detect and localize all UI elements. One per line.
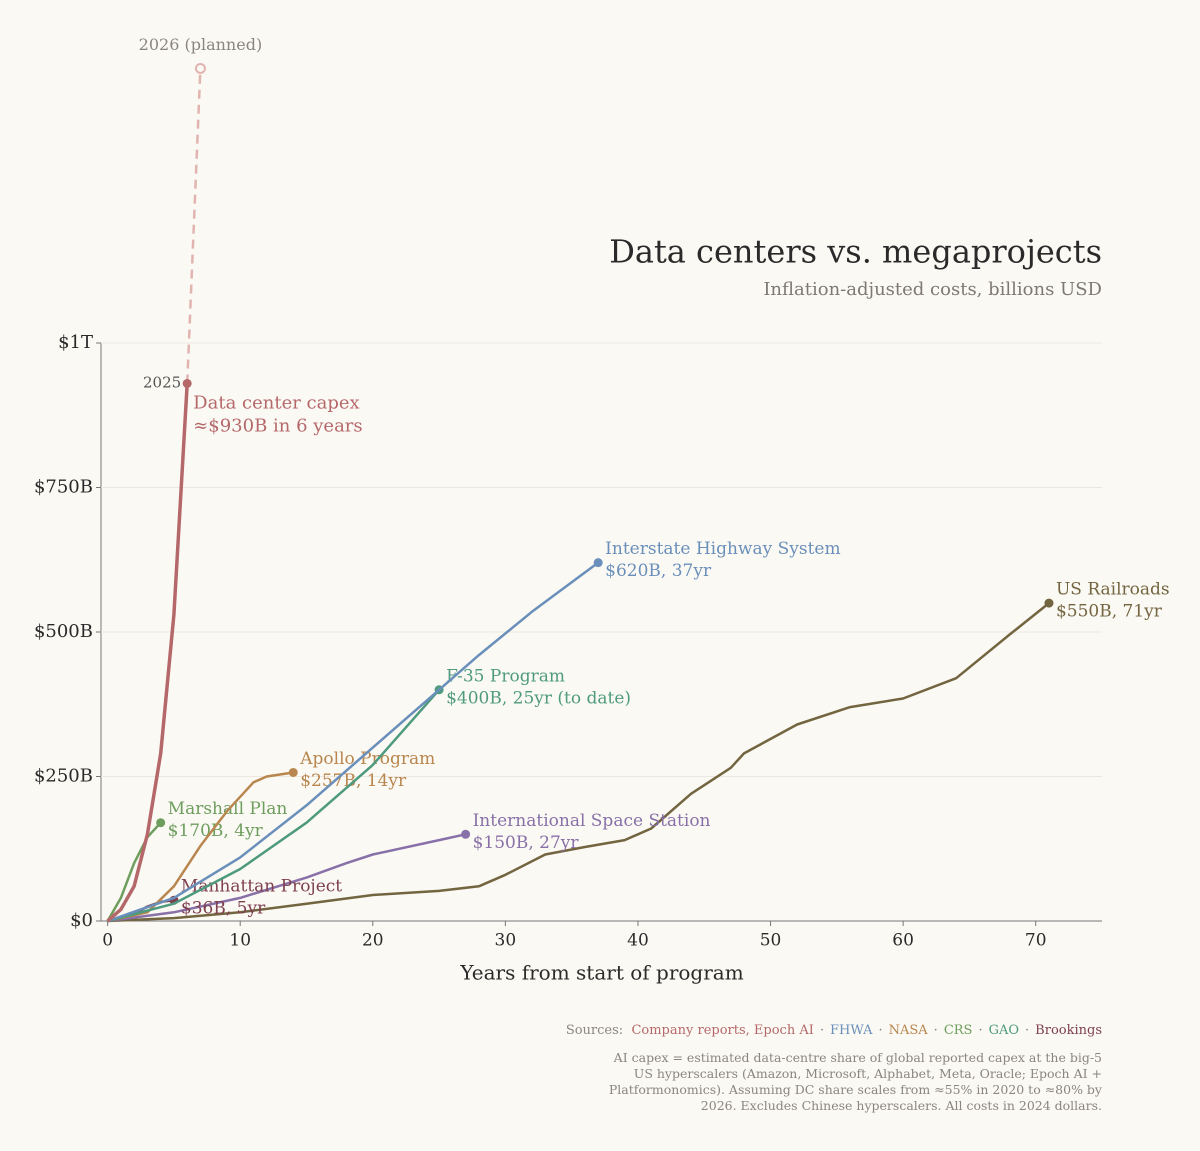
series-line <box>107 833 466 923</box>
series-label: Data center capex <box>193 392 360 413</box>
series-value-label: $170B, 4yr <box>168 821 264 841</box>
x-axis-label: Years from start of program <box>459 961 743 985</box>
series-line <box>106 383 189 923</box>
footnote: AI capex = estimated data-centre share o… <box>609 1050 1102 1114</box>
x-tick-label: 40 <box>627 931 649 951</box>
source: CRS <box>943 1023 973 1038</box>
chart-subtitle: Inflation-adjusted costs, billions USD <box>763 279 1102 300</box>
x-tick-label: 20 <box>362 931 384 951</box>
footnote-line: 2026. Excludes Chinese hyperscalers. All… <box>700 1098 1102 1113</box>
x-tick-label: 0 <box>102 931 113 951</box>
footnote-line: Platformonomics). Assuming DC share scal… <box>608 1082 1102 1097</box>
y-tick-label: $0 <box>70 910 93 931</box>
series-label: Apollo Program <box>299 749 435 769</box>
series-line <box>107 602 1050 923</box>
y-tick-label: $500B <box>34 621 93 642</box>
source: Company reports, Epoch AI <box>631 1023 814 1038</box>
footnote-line: AI capex = estimated data-centre share o… <box>613 1050 1102 1065</box>
chart-title: Data centers vs. megaprojects <box>609 233 1102 271</box>
series-line <box>107 771 294 923</box>
series-line <box>107 688 441 923</box>
series-value-label: $400B, 25yr (to date) <box>446 688 631 708</box>
end-point <box>182 378 192 388</box>
y-tick-label: $750B <box>34 477 93 498</box>
x-tick-label: 10 <box>229 931 251 951</box>
series-line <box>185 68 202 384</box>
x-tick-label: 70 <box>1025 931 1047 951</box>
source: NASA <box>888 1023 928 1038</box>
sources: Sources: Company reports, Epoch AI · FHWA ·… <box>566 1023 1102 1038</box>
series-value-label: $550B, 71yr <box>1056 602 1163 622</box>
point-label: 2025 <box>143 373 181 391</box>
end-point <box>194 62 206 74</box>
end-point <box>156 818 166 828</box>
footnote-line: US hyperscalers (Amazon, Microsoft, Alph… <box>633 1066 1102 1081</box>
source: FHWA <box>830 1023 873 1038</box>
separator: · <box>933 1023 938 1038</box>
series-line <box>106 821 162 922</box>
end-point <box>593 558 603 568</box>
series-label: F-35 Program <box>446 666 565 686</box>
series-value-label: $150B, 27yr <box>473 833 580 853</box>
y-tick-label: $250B <box>34 766 93 787</box>
separator: · <box>878 1023 883 1038</box>
series-label: US Railroads <box>1056 580 1170 600</box>
end-point <box>461 829 471 839</box>
series-label: Manhattan Project <box>181 877 342 897</box>
end-point <box>288 767 298 777</box>
sources-label: Sources: <box>565 1023 624 1038</box>
x-tick-label: 50 <box>760 931 782 951</box>
x-tick-label: 30 <box>495 931 517 951</box>
y-tick-label: $1T <box>58 332 93 353</box>
series-line <box>107 561 599 923</box>
separator: · <box>978 1023 983 1038</box>
series-value-label: $36B, 5yr <box>181 899 266 919</box>
series-value-label: $620B, 37yr <box>605 561 712 581</box>
source: Brookings <box>1035 1023 1102 1038</box>
series-value-label: ≈$930B in 6 years <box>193 415 362 436</box>
series-label: 2026 (planned) <box>139 35 263 54</box>
x-tick-label: 60 <box>892 931 914 951</box>
separator: · <box>1025 1023 1030 1038</box>
series-label: Interstate Highway System <box>605 539 840 559</box>
end-point <box>1044 598 1054 608</box>
source: GAO <box>988 1023 1020 1038</box>
series-label: International Space Station <box>473 811 711 831</box>
separator: · <box>819 1023 824 1038</box>
